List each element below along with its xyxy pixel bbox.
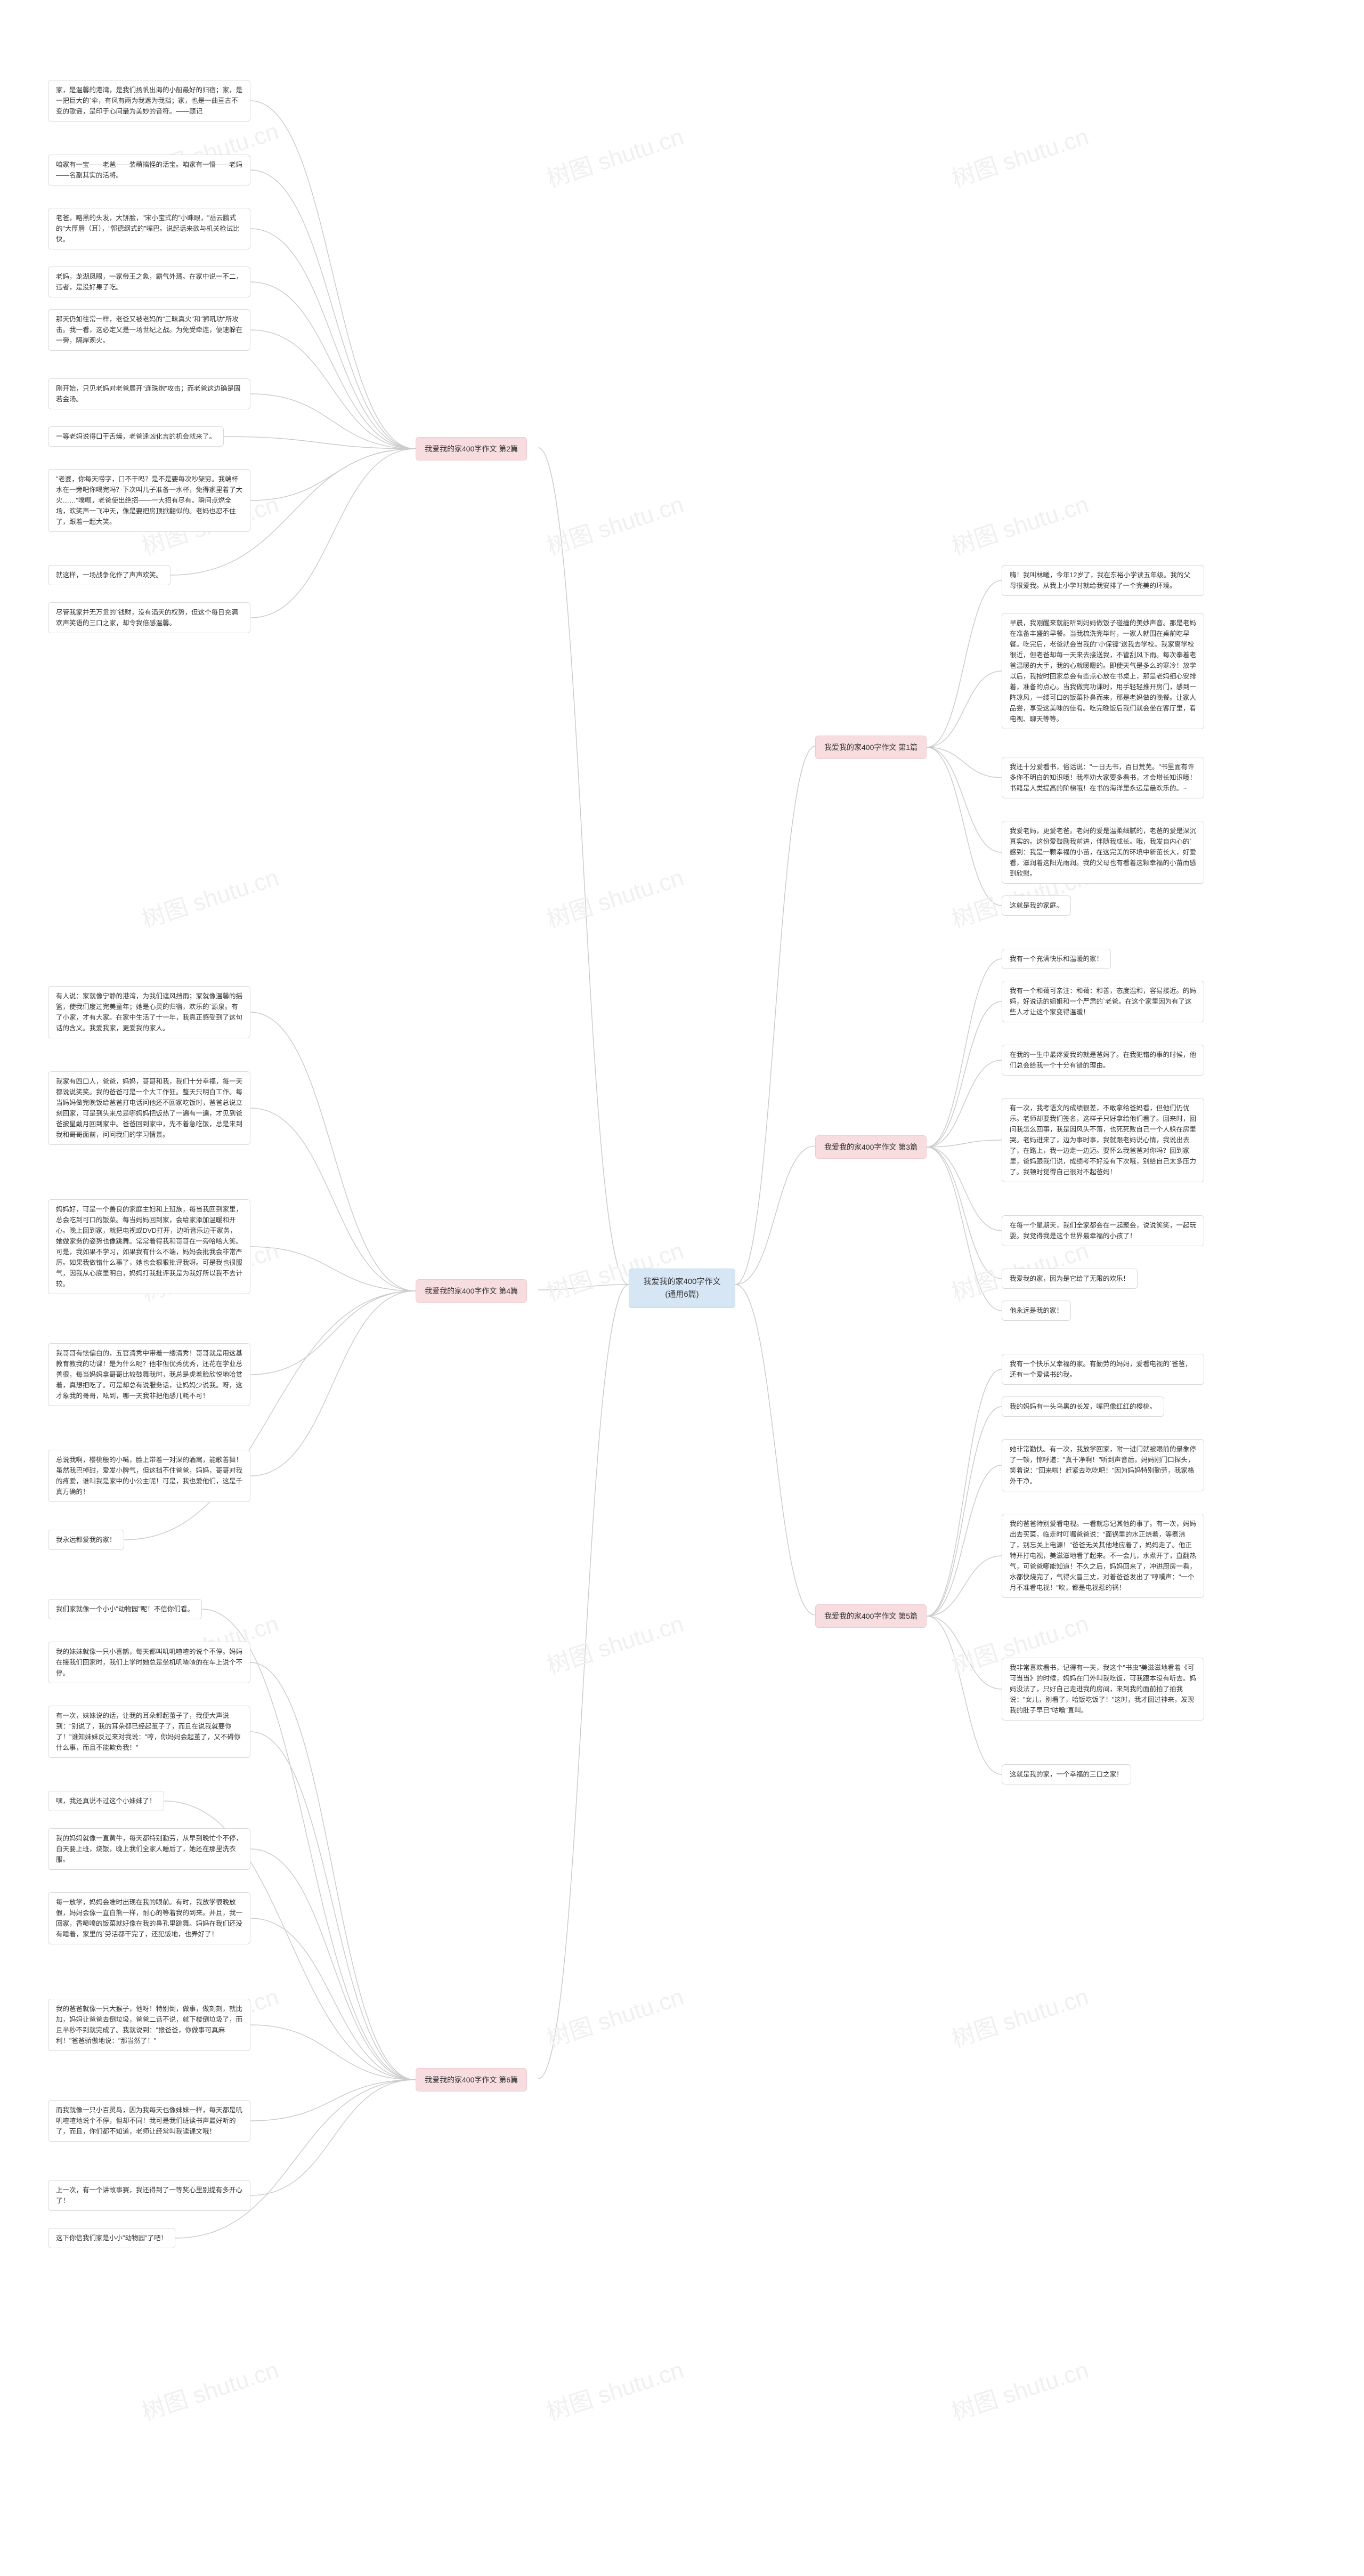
- leaf-node: 而我就像一只小百灵鸟，因为我每天也像妹妹一样，每天都是叽叽喳喳地说个不停，但却不…: [48, 2100, 250, 2142]
- leaf-node: 妈妈好，可是一个善良的家庭主妇和上班族，每当我回到家里，总会吃到可口的饭菜。每当…: [48, 1199, 250, 1294]
- leaf-node: 我有一个快乐又幸福的家。有勤劳的妈妈，爱看电视的`爸爸，还有一个爱读书的我。: [1002, 1354, 1204, 1385]
- branch-node: 我爱我的家400字作文 第3篇: [815, 1135, 927, 1159]
- leaf-node: 在我的一生中最疼爱我的就是爸妈了。在我犯错的事的时候，他们总会给我一个十分有错的…: [1002, 1045, 1204, 1076]
- leaf-node: 老爸，略黑的头发，大饼脸，"宋小宝式的"小眯眼，"岳云鹏式的"大厚唇（耳），"郭…: [48, 208, 250, 249]
- leaf-node: "老婆，你每天唠字，口不干吗？是不是要每次吵架穷。我端杯水在一旁吧你喝完吗？下次…: [48, 469, 250, 532]
- leaf-node: 我有一个和蔼可亲注：和蔼：和善，态度温和，容易接近。的妈妈，好说话的姐姐和一个严…: [1002, 981, 1204, 1022]
- leaf-node: 每一放学，妈妈会准时出现在我的眼前。有时，我放学很晚放假，妈妈会像一直白熊一样，…: [48, 1892, 250, 1944]
- leaf-node: 这就是我的家庭。: [1002, 895, 1071, 916]
- branch-node: 我爱我的家400字作文 第2篇: [416, 437, 527, 461]
- branch-node: 我爱我的家400字作文 第6篇: [416, 2068, 527, 2092]
- leaf-node: 有一次，我考语文的成绩很差，不敢拿给爸妈看，但他们仍优乐。老师却要我们签名，这样…: [1002, 1098, 1204, 1182]
- watermark: 树图 shutu.cn: [947, 117, 1092, 193]
- leaf-node: 我哥哥有怯偏白的，五官清秀中带着一缕清秀！哥哥就是用这基教育教我的功课！是为什么…: [48, 1343, 250, 1406]
- leaf-node: 我的妈妈就像一直黄牛，每天都特别勤劳，从早到晚忙个不停，白天要上班，烧饭，晚上我…: [48, 1828, 250, 1870]
- leaf-node: 我们家就像一个小小"动物园"呢！不信你们看。: [48, 1599, 202, 1619]
- leaf-node: 他永远是我的家！: [1002, 1301, 1071, 1321]
- leaf-node: 一等老妈说得口干舌燥，老爸逢凶化吉的机会就来了。: [48, 426, 224, 447]
- leaf-node: 我家有四口人，爸爸，妈妈，哥哥和我，我们十分幸福，每一天都说说笑笑。我的爸爸可是…: [48, 1071, 250, 1145]
- leaf-node: 我非常喜欢看书，记得有一天，我这个"书虫"美滋滋地看着《可可当当》的时候，妈妈在…: [1002, 1658, 1204, 1721]
- leaf-node: 我有一个充满快乐和温暖的家！: [1002, 949, 1111, 969]
- watermark: 树图 shutu.cn: [542, 858, 687, 934]
- leaf-node: 这就是我的家，一个幸福的三口之家！: [1002, 1764, 1131, 1784]
- watermark: 树图 shutu.cn: [542, 485, 687, 561]
- leaf-node: 她非常勤快。有一次，我放学回家，附一进门就被眼前的景象停了一顿，惊呼道："真干净…: [1002, 1439, 1204, 1491]
- watermark: 树图 shutu.cn: [947, 485, 1092, 561]
- watermark: 树图 shutu.cn: [137, 2351, 282, 2427]
- leaf-node: 这下你信我们家是小小"动物园"了吧！: [48, 2228, 175, 2248]
- leaf-node: 我的妈妈有一头乌黑的长发，嘴巴像红红的樱桃。: [1002, 1396, 1164, 1417]
- watermark: 树图 shutu.cn: [542, 117, 687, 193]
- leaf-node: 我爱老妈，更爱老爸。老妈的爱是温柔细腻的，老爸的爱是深沉真实的。这份爱鼓励我前进…: [1002, 821, 1204, 884]
- leaf-node: 我永远都爱我的家！: [48, 1530, 124, 1550]
- leaf-node: 嗨！我叫林曦，今年12岁了，我在东裕小学读五年级。我的父母很爱我。从我上小学时就…: [1002, 565, 1204, 596]
- leaf-node: 有人说：家就像宁静的港湾，为我们遮风挡雨；家就像温馨的摇篮，使我们度过完美童年；…: [48, 986, 250, 1038]
- watermark: 树图 shutu.cn: [947, 2351, 1092, 2427]
- leaf-node: 咱家有一宝——老爸——装萌搞怪的活宝。咱家有一悟——老妈——名副其实的活将。: [48, 155, 250, 185]
- leaf-node: 老妈，龙湖凤眼，一家帝王之象，霸气外溅。在家中说一不二，违者，是没好果子吃。: [48, 267, 250, 297]
- watermark: 树图 shutu.cn: [137, 858, 282, 934]
- root-node: 我爱我的家400字作文(通用6篇): [629, 1269, 735, 1308]
- leaf-node: 上一次，有一个讲故事赛，我还得到了一等奖心里别提有多开心了！: [48, 2180, 250, 2211]
- leaf-node: 家，是温馨的港湾，是我们扬帆出海的小船最好的归宿；家，是一把巨大的`伞，有风有雨…: [48, 80, 250, 122]
- leaf-node: 嘿，我还真说不过这个小妹妹了！: [48, 1791, 164, 1811]
- branch-node: 我爱我的家400字作文 第1篇: [815, 736, 927, 759]
- leaf-node: 那天仍如往常一样，老爸又被老妈的"三昧真火"和"狮吼功"所攻击。我一看，这必定又…: [48, 309, 250, 351]
- leaf-node: 总说我啊，樱桃般的小嘴，脸上带着一对深的酒窝，能歌善舞！虽然我巴掉甜，爱发小脾气…: [48, 1450, 250, 1502]
- leaf-node: 有一次，妹妹说的话，让我的耳朵都起茧子了，我便大声说到："别说了，我的耳朵都已经…: [48, 1706, 250, 1758]
- watermark: 树图 shutu.cn: [542, 2351, 687, 2427]
- watermark: 树图 shutu.cn: [542, 1977, 687, 2054]
- leaf-node: 就这样，一场战争化作了声声欢笑。: [48, 565, 170, 585]
- branch-node: 我爱我的家400字作文 第4篇: [416, 1279, 527, 1303]
- branch-node: 我爱我的家400字作文 第5篇: [815, 1604, 927, 1628]
- leaf-node: 尽管我家并无万贯的`钱财，没有滔天的权势，但这个每日充满欢声笑语的三口之家，却令…: [48, 602, 250, 633]
- leaf-node: 刚开始，只见老妈对老爸展开"连珠炮"攻击；而老爸这边确是固若金汤。: [48, 378, 250, 409]
- leaf-node: 在每一个星期天，我们全家都会在一起聚会，说说笑笑，一起玩耍。我觉得我是这个世界最…: [1002, 1215, 1204, 1246]
- watermark: 树图 shutu.cn: [542, 1604, 687, 1681]
- watermark: 树图 shutu.cn: [947, 1977, 1092, 2054]
- leaf-node: 我爱我的家，因为是它给了无限的欢乐！: [1002, 1269, 1138, 1289]
- leaf-node: 我的爸爸特别爱看电视。一看就忘记其他的事了。有一次，妈妈出去买菜，临走时叮嘱爸爸…: [1002, 1514, 1204, 1598]
- leaf-node: 早晨，我刚醒来就能听到妈妈做饭子碰撞的美妙声音。那是老妈在准备丰盛的早餐。当我梳…: [1002, 613, 1204, 729]
- leaf-node: 我的妹妹就像一只小喜鹊，每天都叫叽叽喳喳的说个不停。妈妈在接我们回家时，我们上学…: [48, 1642, 250, 1683]
- leaf-node: 我的爸爸就像一只大猴子，他呀！特别倒，做事，做刻刻，就比加，妈妈让爸爸去倒垃圾，…: [48, 1999, 250, 2051]
- mindmap-canvas: 树图 shutu.cn 树图 shutu.cn 树图 shutu.cn 树图 shut…: [0, 0, 1364, 2576]
- leaf-node: 我还十分爱看书，俗话说："一日无书，百日荒芜。"书里面有许多你不明白的知识哦！我…: [1002, 757, 1204, 798]
